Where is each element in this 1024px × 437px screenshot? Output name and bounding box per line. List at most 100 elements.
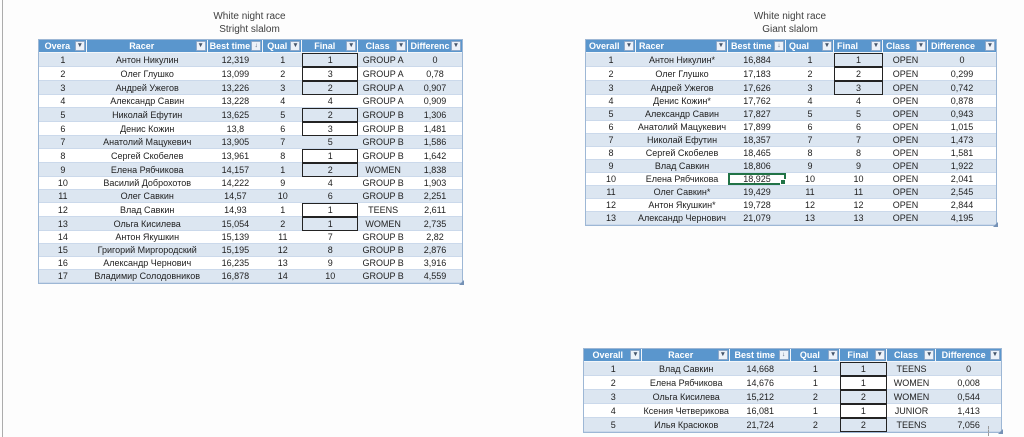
cell-overall[interactable]: 3 — [584, 390, 643, 404]
table-resize-handle-icon[interactable] — [459, 280, 464, 285]
column-header-qual[interactable]: Qual ▼ — [263, 40, 303, 53]
cell-class[interactable]: GROUP B — [358, 149, 409, 163]
cell-overa[interactable]: 11 — [39, 190, 87, 203]
sort-filter-icon[interactable]: ↓ — [774, 41, 784, 51]
cell-class[interactable]: OPEN — [883, 95, 928, 108]
cell-class[interactable]: WOMEN — [358, 217, 409, 231]
cell-qual[interactable]: 1 — [263, 163, 303, 177]
cell-difference[interactable]: 2,041 — [928, 173, 996, 186]
cell-overa[interactable]: 9 — [39, 163, 87, 177]
cell-best-time[interactable]: 16,235 — [207, 257, 264, 270]
column-header-final[interactable]: Final ▼ — [834, 40, 883, 53]
cell-difference[interactable]: 0 — [928, 53, 996, 67]
column-header-differenc[interactable]: Differenc ▼ — [408, 40, 462, 53]
column-header-overall[interactable]: Overall ▼ — [586, 40, 636, 53]
cell-class[interactable]: OPEN — [883, 199, 928, 212]
cell-overall[interactable]: 3 — [586, 81, 636, 95]
cell-racer[interactable]: Илья Красюков — [642, 418, 730, 432]
cell-differenc[interactable]: 2,251 — [408, 190, 462, 203]
cell-overall[interactable]: 12 — [586, 199, 636, 212]
cell-class[interactable]: OPEN — [883, 212, 928, 225]
cell-class[interactable]: WOMEN — [358, 163, 409, 177]
cell-overall[interactable]: 6 — [586, 121, 636, 134]
cell-differenc[interactable]: 4,559 — [408, 270, 462, 283]
cell-best-time[interactable]: 12,319 — [207, 53, 264, 67]
cell-final[interactable]: 9 — [302, 257, 359, 270]
column-header-difference[interactable]: Difference ▼ — [936, 349, 1001, 362]
cell-best-time[interactable]: 21,079 — [728, 212, 786, 225]
cell-best-time[interactable]: 19,728 — [728, 199, 786, 212]
cell-overa[interactable]: 4 — [39, 95, 87, 108]
column-header-best-time[interactable]: Best time ↓ — [729, 349, 791, 362]
cell-best-time[interactable]: 17,626 — [728, 81, 786, 95]
cell-differenc[interactable]: 3,916 — [408, 257, 462, 270]
cell-class[interactable]: OPEN — [883, 173, 928, 186]
filter-dropdown-icon[interactable]: ▼ — [74, 41, 85, 51]
cell-final[interactable]: 5 — [302, 136, 359, 149]
cell-best-time[interactable]: 13,228 — [207, 95, 264, 108]
cell-qual[interactable]: 1 — [790, 376, 841, 390]
cell-difference[interactable]: 0 — [936, 362, 1001, 376]
cell-qual[interactable]: 8 — [263, 149, 303, 163]
cell-best-time[interactable]: 13,905 — [207, 136, 264, 149]
cell-racer[interactable]: Владимир Солодовников — [86, 270, 208, 283]
cell-differenc[interactable]: 1,481 — [408, 122, 462, 136]
cell-racer[interactable]: Олег Савкин — [86, 190, 208, 203]
cell-best-time[interactable]: 13,8 — [207, 122, 264, 136]
cell-best-time[interactable]: 16,081 — [729, 404, 791, 418]
cell-qual[interactable]: 4 — [263, 95, 303, 108]
cell-final[interactable]: 1 — [302, 149, 359, 163]
cell-qual[interactable]: 3 — [786, 81, 834, 95]
cell-best-time[interactable]: 14,93 — [207, 203, 264, 217]
cell-racer[interactable]: Антон Якушкин* — [636, 199, 728, 212]
cell-qual[interactable]: 9 — [786, 160, 834, 173]
cell-overa[interactable]: 6 — [39, 122, 87, 136]
cell-qual[interactable]: 2 — [263, 217, 303, 231]
cell-difference[interactable]: 1,015 — [928, 121, 996, 134]
cell-racer[interactable]: Влад Савкин — [636, 160, 728, 173]
cell-overall[interactable]: 2 — [586, 67, 636, 81]
cell-difference[interactable]: 2,545 — [928, 186, 996, 199]
column-header-qual[interactable]: Qual ▼ — [786, 40, 834, 53]
cell-difference[interactable]: 4,195 — [928, 212, 996, 225]
cell-best-time[interactable]: 17,827 — [728, 108, 786, 121]
column-header-overall[interactable]: Overall ▼ — [584, 349, 643, 362]
cell-qual[interactable]: 1 — [786, 53, 834, 67]
cell-final[interactable]: 9 — [834, 160, 883, 173]
column-header-racer[interactable]: Racer ▼ — [636, 40, 728, 53]
cell-final[interactable]: 2 — [840, 418, 887, 432]
cell-qual[interactable]: 6 — [263, 122, 303, 136]
cell-class[interactable]: GROUP B — [358, 108, 409, 122]
cell-overa[interactable]: 12 — [39, 203, 87, 217]
cell-racer[interactable]: Николай Ефутин — [86, 108, 208, 122]
cell-overa[interactable]: 14 — [39, 231, 87, 244]
cell-overall[interactable]: 11 — [586, 186, 636, 199]
cell-class[interactable]: OPEN — [883, 108, 928, 121]
cell-racer[interactable]: Антон Никулин* — [636, 53, 728, 67]
cell-class[interactable]: OPEN — [883, 67, 928, 81]
cell-racer[interactable]: Андрей Ужегов — [86, 81, 208, 95]
filter-dropdown-icon[interactable]: ▼ — [630, 350, 641, 360]
cell-class[interactable]: GROUP B — [358, 244, 409, 257]
cell-qual[interactable]: 7 — [786, 134, 834, 147]
cell-racer[interactable]: Анатолий Мацукевич — [86, 136, 208, 149]
cell-qual[interactable]: 6 — [786, 121, 834, 134]
cell-best-time[interactable]: 18,357 — [728, 134, 786, 147]
column-header-racer[interactable]: Racer ▼ — [86, 40, 208, 53]
cell-differenc[interactable]: 2,611 — [408, 203, 462, 217]
cell-overa[interactable]: 8 — [39, 149, 87, 163]
column-header-class[interactable]: Class ▼ — [886, 349, 937, 362]
filter-dropdown-icon[interactable]: ▼ — [828, 350, 839, 360]
cell-final[interactable]: 13 — [834, 212, 883, 225]
cell-racer[interactable]: Ксения Четверикова — [642, 404, 730, 418]
cell-differenc[interactable]: 0,907 — [408, 81, 462, 95]
table-resize-handle-icon[interactable] — [998, 429, 1003, 434]
cell-class[interactable]: GROUP B — [358, 270, 409, 283]
cell-racer[interactable]: Александр Чернович — [636, 212, 728, 225]
cell-qual[interactable]: 12 — [263, 244, 303, 257]
cell-racer[interactable]: Олег Савкин* — [636, 186, 728, 199]
cell-best-time[interactable]: 17,183 — [728, 67, 786, 81]
cell-overall[interactable]: 8 — [586, 147, 636, 160]
cell-best-time[interactable]: 13,226 — [207, 81, 264, 95]
column-header-final[interactable]: Final ▼ — [840, 349, 887, 362]
